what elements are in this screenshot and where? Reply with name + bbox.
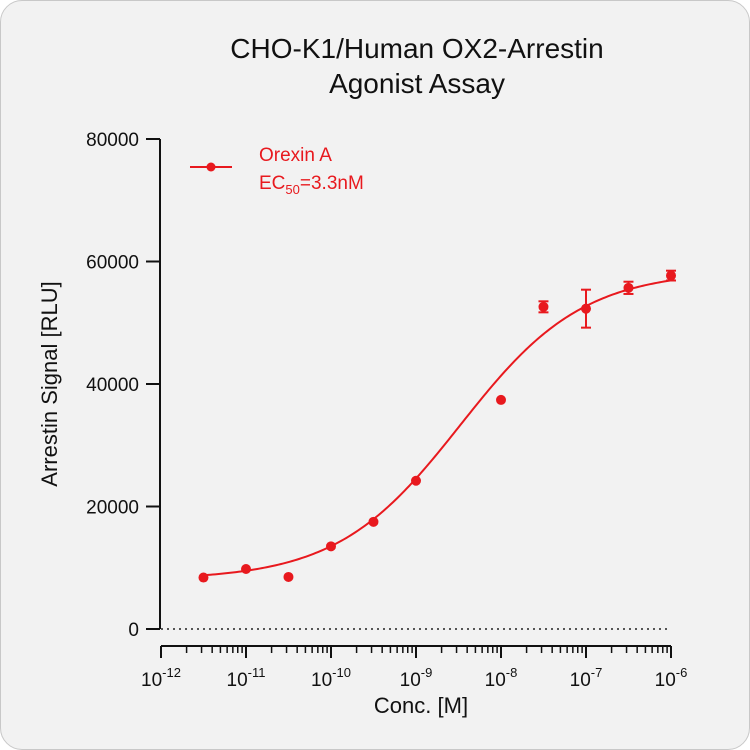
x-tick-base: 10 — [227, 670, 248, 691]
data-point — [581, 303, 591, 314]
x-tick-label: 10-10 — [311, 665, 351, 691]
data-point — [411, 475, 421, 486]
x-tick-label: 10-11 — [227, 665, 266, 691]
x-tick-base: 10 — [655, 670, 676, 691]
data-point — [496, 394, 506, 405]
y-tick-label: 20000 — [86, 498, 139, 519]
x-tick-exponent: -11 — [248, 665, 266, 680]
x-tick-label: 10-12 — [141, 665, 181, 691]
ec50-suffix: =3.3nM — [300, 173, 364, 194]
data-point — [666, 270, 676, 281]
y-tick-label: 0 — [128, 620, 139, 641]
fit-curve — [203, 279, 672, 577]
data-point — [538, 301, 549, 312]
y-axis-label: Arrestin Signal [RLU] — [37, 281, 62, 486]
legend-series-name: Orexin A — [259, 145, 332, 166]
chart-title-line-2: Agonist Assay — [329, 68, 505, 99]
x-tick-base: 10 — [485, 670, 506, 691]
x-tick-label: 10-7 — [570, 665, 603, 691]
legend-ec50-label: EC50=3.3nM — [259, 173, 364, 197]
x-tick-label: 10-8 — [485, 665, 518, 691]
x-tick-base: 10 — [141, 670, 162, 691]
x-tick-exponent: -9 — [421, 665, 433, 680]
x-tick-label: 10-6 — [655, 665, 688, 691]
y-tick-label: 60000 — [86, 253, 139, 274]
x-tick-exponent: -10 — [332, 665, 351, 680]
x-tick-base: 10 — [570, 670, 591, 691]
data-point — [326, 541, 336, 552]
chart-title-line-1: CHO-K1/Human OX2-Arrestin — [230, 33, 603, 64]
legend-dot-marker — [206, 162, 216, 172]
legend: Orexin A EC50=3.3nM — [190, 145, 364, 197]
plot-area — [161, 269, 676, 630]
x-tick-exponent: -6 — [676, 665, 688, 680]
ec50-prefix: EC — [259, 173, 285, 194]
data-point — [283, 571, 294, 582]
x-axis-label: Conc. [M] — [374, 693, 468, 718]
y-tick-label: 40000 — [86, 375, 139, 396]
data-point — [368, 516, 379, 527]
x-tick-base: 10 — [311, 670, 332, 691]
x-tick-exponent: -8 — [506, 665, 518, 680]
x-tick-exponent: -7 — [591, 665, 603, 680]
x-tick-exponent: -12 — [162, 665, 181, 680]
data-point — [198, 572, 209, 583]
x-tick-label: 10-9 — [400, 665, 433, 691]
data-point — [241, 563, 251, 574]
x-tick-base: 10 — [400, 670, 421, 691]
y-tick-label: 80000 — [86, 130, 139, 151]
data-point — [623, 282, 634, 293]
ec50-subscript: 50 — [285, 182, 299, 197]
